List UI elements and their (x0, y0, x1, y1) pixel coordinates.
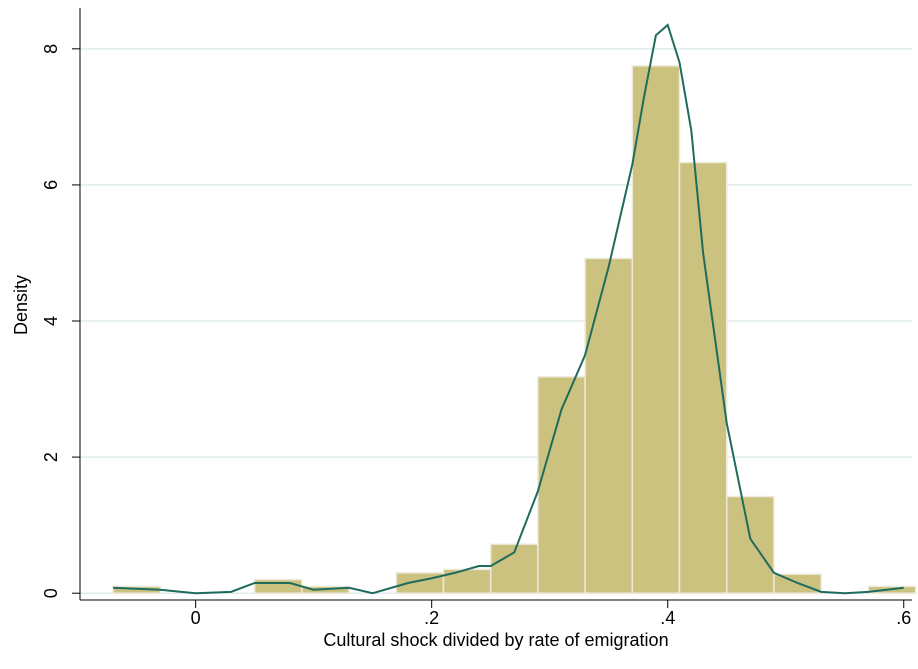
bar (631, 65, 681, 594)
x-axis-title: Cultural shock divided by rate of emigra… (323, 630, 668, 650)
bar (395, 572, 445, 594)
bar (253, 578, 303, 594)
y-tick-label: 6 (41, 180, 61, 190)
bar (678, 161, 728, 594)
y-tick-label: 0 (41, 588, 61, 598)
density-line (113, 23, 904, 595)
x-tick-label: .2 (424, 608, 439, 628)
x-tick-label: .6 (896, 608, 911, 628)
y-tick-label: 2 (41, 452, 61, 462)
y-tick-label: 8 (41, 44, 61, 54)
y-axis-title: Density (11, 275, 31, 335)
bar (584, 257, 634, 594)
x-tick-label: .4 (660, 608, 675, 628)
x-tick-label: 0 (191, 608, 201, 628)
y-tick-label: 4 (41, 316, 61, 326)
bar (725, 495, 775, 594)
